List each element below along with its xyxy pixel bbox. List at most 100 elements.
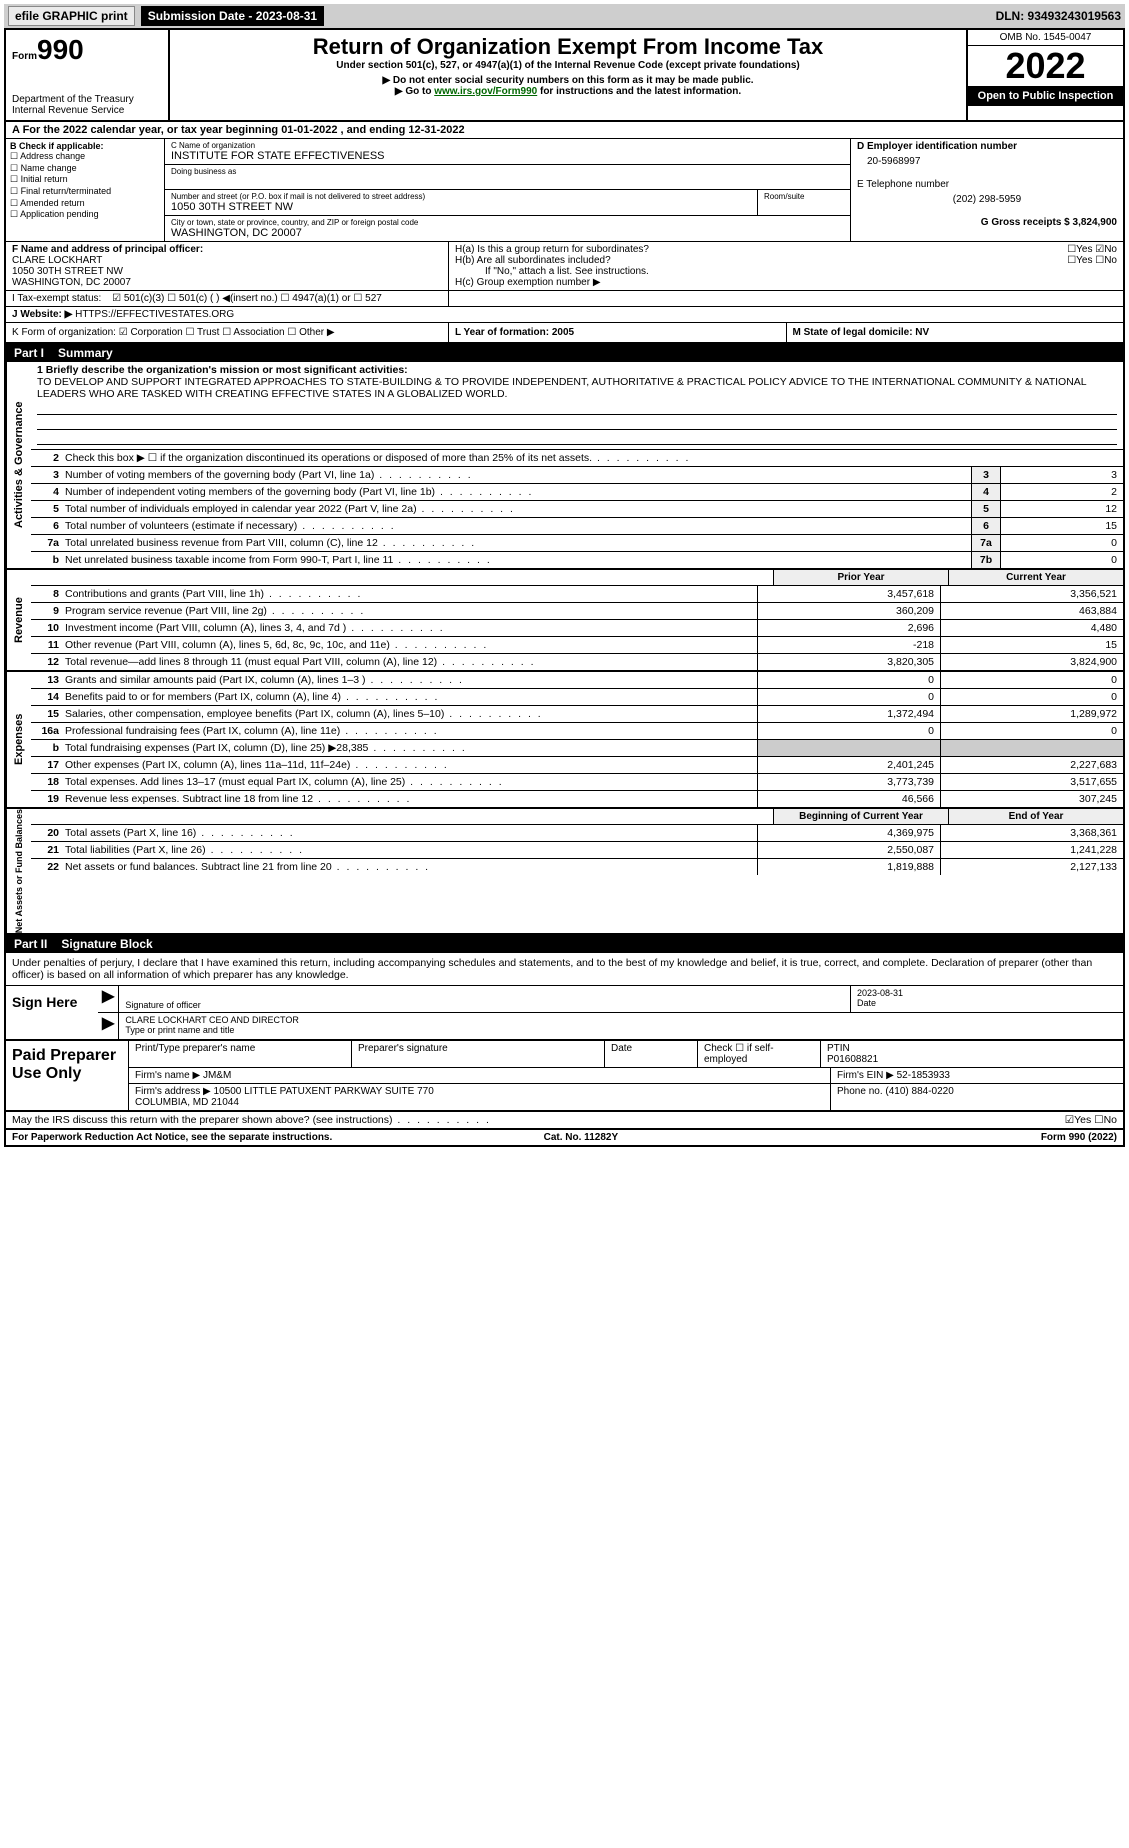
- hc-group-exemption: H(c) Group exemption number ▶: [455, 277, 1117, 288]
- efile-tag: efile GRAPHIC print: [8, 6, 135, 26]
- form-of-org: K Form of organization: ☑ Corporation ☐ …: [6, 323, 449, 342]
- city-box: City or town, state or province, country…: [165, 216, 851, 241]
- ha-answer: ☐Yes ☑No: [1067, 244, 1117, 255]
- officer-addr1: 1050 30TH STREET NW: [12, 266, 123, 277]
- governance-section: Activities & Governance 1 Briefly descri…: [6, 362, 1123, 570]
- dba-box: Doing business as: [165, 165, 851, 190]
- form-990: Form990 Department of the Treasury Inter…: [4, 28, 1125, 1147]
- side-governance: Activities & Governance: [6, 362, 31, 568]
- col-d: D Employer identification number 20-5968…: [851, 139, 1123, 241]
- data-line: bTotal fundraising expenses (Part IX, co…: [31, 740, 1123, 757]
- part1-header: Part I Summary: [6, 344, 1123, 362]
- form-subtitle: Under section 501(c), 527, or 4947(a)(1)…: [178, 60, 958, 71]
- form-header: Form990 Department of the Treasury Inter…: [6, 30, 1123, 122]
- expenses-section: Expenses 13Grants and similar amounts pa…: [6, 672, 1123, 809]
- dept-treasury: Department of the Treasury: [12, 94, 162, 105]
- prior-year-hdr: Prior Year: [773, 570, 948, 585]
- hb-note: If "No," attach a list. See instructions…: [455, 266, 1117, 277]
- discuss-answer: ☑Yes ☐No: [951, 1112, 1123, 1128]
- signature-date: 2023-08-31: [857, 988, 1117, 998]
- gov-line: 2Check this box ▶ ☐ if the organization …: [31, 450, 1123, 467]
- chk-application-pending[interactable]: ☐ Application pending: [10, 209, 160, 221]
- ein-label: D Employer identification number: [857, 141, 1017, 152]
- arrow-icon: ▶: [98, 1013, 118, 1039]
- netassets-section: Net Assets or Fund Balances Beginning of…: [6, 809, 1123, 935]
- ha-question: H(a) Is this a group return for subordin…: [455, 244, 649, 255]
- preparer-sig-hdr: Preparer's signature: [351, 1041, 604, 1067]
- officer-name: CLARE LOCKHART: [12, 255, 102, 266]
- footer: For Paperwork Reduction Act Notice, see …: [6, 1130, 1123, 1145]
- row-a-period: A For the 2022 calendar year, or tax yea…: [6, 122, 1123, 139]
- firm-addr-label: Firm's address ▶: [135, 1086, 211, 1097]
- cat-no: Cat. No. 11282Y: [544, 1132, 618, 1143]
- mission-label: 1 Briefly describe the organization's mi…: [37, 364, 408, 376]
- arrow-icon: ▶: [98, 986, 118, 1012]
- beginning-year-hdr: Beginning of Current Year: [773, 809, 948, 824]
- revenue-section: Revenue Prior Year Current Year 8Contrib…: [6, 570, 1123, 672]
- ssn-note: ▶ Do not enter social security numbers o…: [178, 75, 958, 86]
- name-title-label: Type or print name and title: [125, 1025, 1117, 1035]
- dept-irs: Internal Revenue Service: [12, 105, 162, 116]
- tax-year: 2022: [968, 46, 1123, 86]
- org-name-box: C Name of organization INSTITUTE FOR STA…: [165, 139, 851, 165]
- data-line: 18Total expenses. Add lines 13–17 (must …: [31, 774, 1123, 791]
- mission-text: TO DEVELOP AND SUPPORT INTEGRATED APPROA…: [37, 376, 1086, 400]
- officer-name-title: CLARE LOCKHART CEO AND DIRECTOR: [125, 1015, 1117, 1025]
- note2-pre: ▶ Go to: [395, 86, 434, 97]
- row-i-options: ☑ 501(c)(3) ☐ 501(c) ( ) ◀(insert no.) ☐…: [112, 293, 382, 304]
- sign-here-block: Sign Here ▶ Signature of officer 2023-08…: [6, 986, 1123, 1041]
- ptin-value: P01608821: [827, 1054, 878, 1065]
- data-line: 22Net assets or fund balances. Subtract …: [31, 859, 1123, 875]
- hb-question: H(b) Are all subordinates included?: [455, 255, 611, 266]
- chk-name-change[interactable]: ☐ Name change: [10, 163, 160, 175]
- paid-preparer-block: Paid Preparer Use Only Print/Type prepar…: [6, 1041, 1123, 1112]
- chk-address-change[interactable]: ☐ Address change: [10, 151, 160, 163]
- officer-addr2: WASHINGTON, DC 20007: [12, 277, 131, 288]
- data-line: 8Contributions and grants (Part VIII, li…: [31, 586, 1123, 603]
- chk-initial-return[interactable]: ☐ Initial return: [10, 174, 160, 186]
- submission-date: Submission Date - 2023-08-31: [141, 6, 324, 26]
- firm-name-label: Firm's name ▶: [135, 1070, 200, 1081]
- col-f-officer: F Name and address of principal officer:…: [6, 242, 449, 290]
- paid-preparer-label: Paid Preparer Use Only: [6, 1041, 128, 1110]
- chk-amended[interactable]: ☐ Amended return: [10, 198, 160, 210]
- data-line: 16aProfessional fundraising fees (Part I…: [31, 723, 1123, 740]
- data-line: 15Salaries, other compensation, employee…: [31, 706, 1123, 723]
- data-line: 11Other revenue (Part VIII, column (A), …: [31, 637, 1123, 654]
- org-name: INSTITUTE FOR STATE EFFECTIVENESS: [171, 150, 844, 162]
- end-year-hdr: End of Year: [948, 809, 1123, 824]
- firm-phone: (410) 884-0220: [885, 1086, 953, 1097]
- discuss-row: May the IRS discuss this return with the…: [6, 1112, 1123, 1130]
- state-domicile: M State of legal domicile: NV: [793, 327, 930, 338]
- data-line: 12Total revenue—add lines 8 through 11 (…: [31, 654, 1123, 670]
- signature-label: Signature of officer: [125, 1000, 844, 1010]
- irs-link[interactable]: www.irs.gov/Form990: [434, 86, 537, 97]
- tax-exempt-status: I Tax-exempt status: ☑ 501(c)(3) ☐ 501(c…: [6, 291, 449, 306]
- org-name-label: C Name of organization: [171, 141, 844, 150]
- gov-line: 7aTotal unrelated business revenue from …: [31, 535, 1123, 552]
- data-line: 21Total liabilities (Part X, line 26)2,5…: [31, 842, 1123, 859]
- side-expenses: Expenses: [6, 672, 31, 807]
- part2-title: Signature Block: [61, 937, 152, 951]
- year-header-rev: Prior Year Current Year: [31, 570, 1123, 586]
- chk-final-return[interactable]: ☐ Final return/terminated: [10, 186, 160, 198]
- year-formation: L Year of formation: 2005: [455, 327, 574, 338]
- form-title: Return of Organization Exempt From Incom…: [178, 34, 958, 60]
- note2-post: for instructions and the latest informat…: [537, 86, 741, 97]
- gov-line: 3Number of voting members of the governi…: [31, 467, 1123, 484]
- dln: DLN: 93493243019563: [996, 9, 1121, 23]
- city-label: City or town, state or province, country…: [171, 218, 844, 227]
- open-to-public: Open to Public Inspection: [968, 86, 1123, 106]
- ptin-label: PTIN: [827, 1043, 850, 1054]
- side-netassets: Net Assets or Fund Balances: [6, 809, 31, 933]
- firm-ein: 52-1853933: [897, 1070, 950, 1081]
- firm-phone-label: Phone no.: [837, 1086, 883, 1097]
- data-line: 9Program service revenue (Part VIII, lin…: [31, 603, 1123, 620]
- street-label: Number and street (or P.O. box if mail i…: [171, 192, 751, 201]
- instructions-link-line: ▶ Go to www.irs.gov/Form990 for instruct…: [178, 86, 958, 97]
- website-label: J Website: ▶: [12, 309, 72, 320]
- year-header-na: Beginning of Current Year End of Year: [31, 809, 1123, 825]
- room-label: Room/suite: [764, 192, 844, 201]
- officer-label: F Name and address of principal officer:: [12, 244, 203, 255]
- street-box: Number and street (or P.O. box if mail i…: [165, 190, 758, 216]
